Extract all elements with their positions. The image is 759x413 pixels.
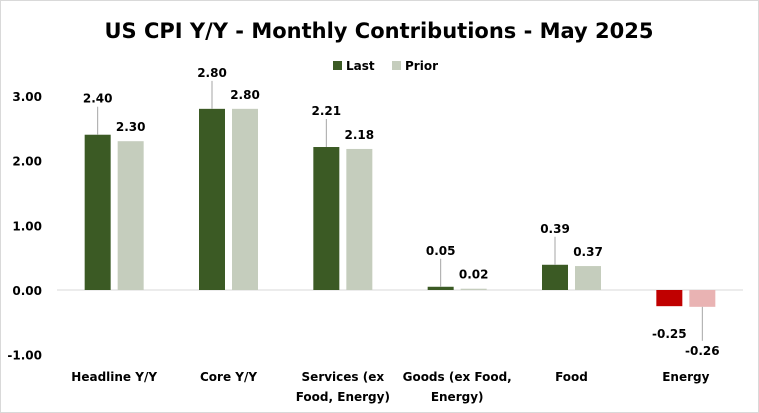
- bar-last: [427, 286, 454, 290]
- data-label: 0.37: [573, 245, 603, 259]
- data-label: 0.05: [426, 244, 456, 258]
- bar-last: [84, 134, 111, 290]
- data-label: 2.18: [345, 128, 375, 142]
- data-label: 2.40: [83, 92, 113, 106]
- x-tick-label: Food: [555, 370, 588, 384]
- data-label: -0.25: [652, 327, 687, 341]
- data-label: 2.80: [197, 66, 227, 80]
- y-tick-label: -1.00: [7, 349, 42, 363]
- y-tick-label: 0.00: [12, 284, 42, 298]
- legend-label: Prior: [405, 59, 438, 73]
- bars: 2.402.30 2.802.80 2.212.18 0.050.02 0.390.37…: [83, 66, 720, 358]
- y-tick-label: 2.00: [12, 155, 42, 169]
- legend-label: Last: [346, 59, 375, 73]
- bar-prior: [232, 108, 258, 290]
- x-tick-label: Goods (ex Food,: [403, 370, 512, 384]
- data-label: 2.80: [230, 88, 260, 102]
- legend-swatch: [392, 61, 401, 70]
- x-tick-label: Energy): [431, 390, 484, 404]
- x-tick-label: Core Y/Y: [200, 370, 257, 384]
- legend: Last Prior: [333, 59, 438, 73]
- data-label: 2.30: [116, 120, 146, 134]
- x-tick-label: Headline Y/Y: [71, 370, 157, 384]
- y-tick-label: 1.00: [12, 219, 42, 233]
- bar-last: [199, 108, 225, 290]
- bar-last: [313, 147, 340, 290]
- chart-title: US CPI Y/Y - Monthly Contributions - May…: [105, 19, 654, 43]
- y-axis: -1.00 0.00 1.00 2.00 3.00: [7, 90, 743, 363]
- bar-prior: [575, 266, 601, 290]
- x-axis-labels: Headline Y/Y Core Y/Y Services (ex Food, En…: [71, 370, 709, 404]
- data-label: 0.39: [540, 222, 570, 236]
- bar-prior: [117, 141, 144, 290]
- bar-prior: [346, 148, 373, 290]
- data-label: -0.26: [685, 344, 720, 358]
- y-tick-label: 3.00: [12, 90, 42, 104]
- x-tick-label: Energy: [662, 370, 709, 384]
- x-tick-label: Services (ex: [302, 370, 385, 384]
- legend-swatch: [333, 61, 342, 70]
- bar-prior: [460, 288, 487, 290]
- data-label: 2.21: [312, 104, 342, 118]
- data-label: 0.02: [459, 268, 489, 282]
- bar-prior: [689, 290, 716, 307]
- x-tick-label: Food, Energy): [296, 390, 390, 404]
- bar-last: [542, 264, 568, 290]
- bar-last: [656, 290, 683, 307]
